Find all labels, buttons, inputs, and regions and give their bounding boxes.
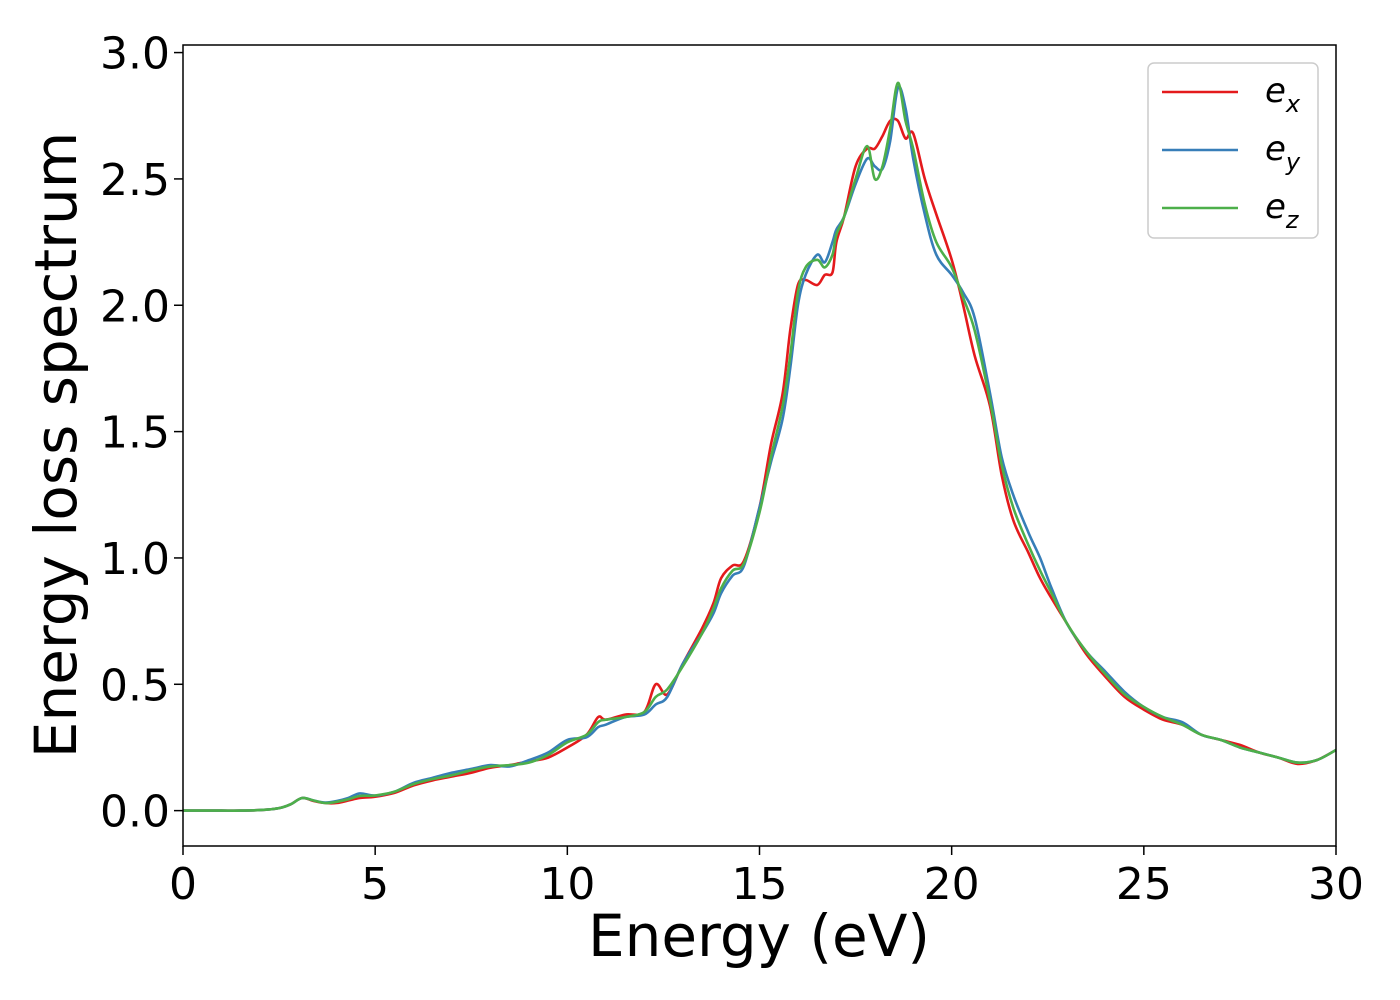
x-tick-label: 15 xyxy=(732,859,788,910)
x-axis-title: Energy (eV) xyxy=(588,902,930,970)
y-tick-label: 0.5 xyxy=(100,660,170,711)
y-tick-label: 3.0 xyxy=(100,29,170,80)
x-tick-label: 10 xyxy=(539,859,595,910)
y-tick-label: 1.0 xyxy=(100,534,170,585)
legend-label-ex: ex xyxy=(1265,71,1301,118)
x-tick-label: 0 xyxy=(169,859,197,910)
x-tick-label: 5 xyxy=(361,859,389,910)
series-line-ez xyxy=(183,81,1337,812)
y-tick-label: 0.0 xyxy=(100,787,170,838)
x-tick-label: 30 xyxy=(1308,859,1364,910)
y-tick-label: 2.5 xyxy=(100,155,170,206)
y-tick-label: 1.5 xyxy=(100,408,170,459)
y-axis: 0.0 0.5 1.0 1.5 2.0 2.5 3.0 xyxy=(100,29,183,838)
x-tick-label: 25 xyxy=(1116,859,1172,910)
x-tick-label: 20 xyxy=(924,859,980,910)
legend-label-ey: ey xyxy=(1265,129,1301,176)
series-group xyxy=(183,81,1337,812)
y-axis-title: Energy loss spectrum xyxy=(22,132,90,758)
legend: ex ey ez xyxy=(1147,62,1319,239)
legend-label-ez: ez xyxy=(1265,187,1300,234)
x-axis: 0 5 10 15 20 25 30 xyxy=(169,846,1364,910)
y-tick-label: 2.0 xyxy=(100,281,170,332)
plot-background xyxy=(183,45,1336,846)
